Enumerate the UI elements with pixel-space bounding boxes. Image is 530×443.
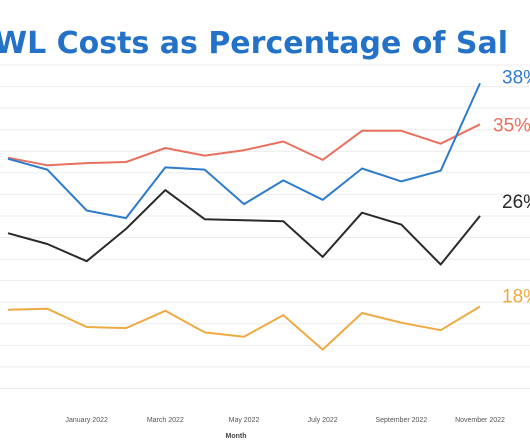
x-axis-ticks: January 2022 March 2022 May 2022 July 2022 S… <box>65 417 505 424</box>
series-end-label-2: 38% <box>502 67 530 88</box>
x-tick-label: November 2022 <box>455 417 505 424</box>
x-tick-label: September 2022 <box>375 417 427 424</box>
x-tick-label: May 2022 <box>229 417 260 424</box>
x-tick-label: March 2022 <box>147 417 184 424</box>
end-labels: 35% 38% 26% 18% <box>493 67 530 307</box>
chart-title: WL Costs as Percentage of Sal <box>0 26 508 61</box>
grid-lines <box>0 64 530 389</box>
x-tick-label: January 2022 <box>65 417 108 424</box>
series-end-label-3: 26% <box>502 192 530 213</box>
series-end-label-1: 35% <box>493 115 530 136</box>
series-end-label-4: 18% <box>502 287 530 308</box>
series-lines <box>7 82 481 351</box>
series-line-1 <box>7 123 481 167</box>
series-line-3 <box>7 189 481 266</box>
series-line-2 <box>7 82 481 220</box>
x-tick-label: July 2022 <box>308 417 338 424</box>
series-line-4 <box>7 305 481 351</box>
x-axis-label: Month <box>226 433 247 440</box>
